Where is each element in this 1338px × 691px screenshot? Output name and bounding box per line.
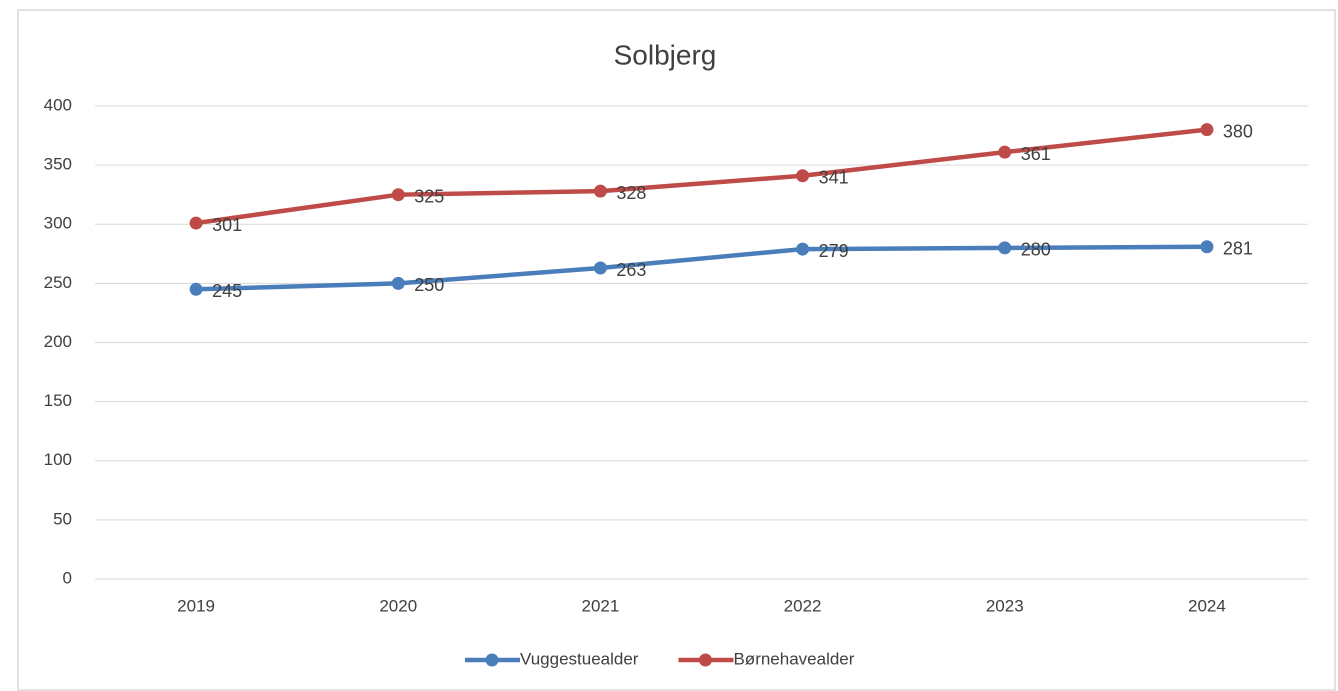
point-marker (796, 169, 810, 183)
data-label: 361 (1021, 144, 1051, 164)
data-label: 281 (1223, 238, 1253, 258)
point-marker (1200, 123, 1214, 137)
data-label: 328 (616, 183, 646, 203)
x-tick-label: 2021 (582, 596, 620, 615)
data-label: 301 (212, 215, 242, 235)
data-label: 279 (819, 241, 849, 261)
y-tick-label: 200 (44, 332, 72, 351)
point-marker (593, 184, 607, 198)
x-tick-label: 2020 (379, 596, 417, 615)
y-tick-label: 50 (53, 509, 72, 528)
y-tick-label: 100 (44, 450, 72, 469)
x-tick-label: 2019 (177, 596, 215, 615)
legend-label: Vuggestuealder (520, 649, 639, 668)
point-marker (796, 242, 810, 256)
data-label: 380 (1223, 121, 1253, 141)
data-label: 263 (616, 260, 646, 280)
y-tick-label: 0 (63, 568, 72, 587)
data-label: 245 (212, 281, 242, 301)
legend-label: Børnehavealder (733, 649, 854, 668)
point-marker (998, 145, 1012, 159)
y-tick-label: 400 (44, 95, 72, 114)
legend-marker (698, 653, 712, 667)
y-tick-label: 150 (44, 391, 72, 410)
x-tick-label: 2023 (986, 596, 1024, 615)
point-marker (391, 276, 405, 290)
y-tick-label: 250 (44, 273, 72, 292)
point-marker (189, 282, 203, 296)
chart-frame (17, 9, 1336, 691)
point-marker (189, 216, 203, 230)
y-tick-label: 350 (44, 155, 72, 174)
series-line (195, 127, 1208, 226)
y-tick-label: 300 (44, 214, 72, 233)
point-marker (998, 241, 1012, 255)
series-line (196, 244, 1207, 292)
x-tick-label: 2024 (1188, 596, 1226, 615)
point-marker (391, 188, 405, 202)
x-tick-label: 2022 (784, 596, 822, 615)
data-label: 250 (414, 275, 444, 295)
point-marker (1200, 240, 1214, 254)
chart-title: Solbjerg (614, 39, 717, 70)
data-label: 341 (819, 168, 849, 188)
data-label: 280 (1021, 240, 1051, 260)
point-marker (593, 261, 607, 275)
data-label: 325 (414, 186, 444, 206)
legend-marker (485, 653, 499, 667)
